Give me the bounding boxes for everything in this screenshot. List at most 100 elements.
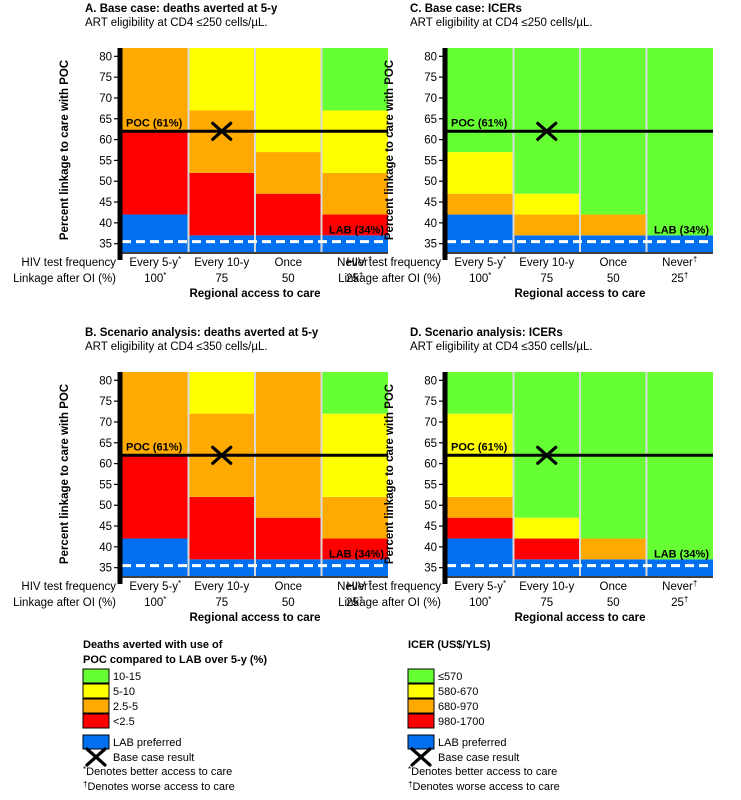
row-label-linkage: Linkage after OI (%) bbox=[13, 273, 116, 285]
heat-cell bbox=[513, 372, 580, 518]
lab-label: LAB (34%) bbox=[654, 549, 709, 561]
panel-title: C. Base case: ICERs bbox=[410, 3, 522, 15]
heat-cell bbox=[188, 496, 255, 560]
y-tick-label: 45 bbox=[424, 521, 437, 533]
legend-item-label: ≤570 bbox=[438, 671, 462, 683]
poc-label: POC (61%) bbox=[451, 441, 508, 453]
y-tick-label: 65 bbox=[99, 114, 112, 126]
y-tick-label: 75 bbox=[424, 72, 437, 84]
legend-icer: ICER (US$/YLS) ≤570 580-670 680-970 980-1700… bbox=[407, 639, 560, 793]
heat-cell bbox=[321, 48, 388, 111]
frequency-label: Never† bbox=[337, 579, 372, 593]
y-tick-label: 80 bbox=[99, 375, 112, 387]
y-tick-label: 80 bbox=[424, 375, 437, 387]
frequency-label: Never† bbox=[662, 579, 697, 593]
base-case-marker bbox=[536, 121, 558, 141]
heat-cell bbox=[646, 559, 713, 576]
y-tick-label: 55 bbox=[424, 155, 437, 167]
heat-cell bbox=[513, 235, 580, 252]
legend-item-label: 680-970 bbox=[438, 701, 478, 713]
heat-cell bbox=[513, 538, 580, 560]
heat-cell bbox=[188, 172, 255, 236]
heat-cell bbox=[447, 496, 514, 518]
panel-a: A. Base case: deaths averted at 5-y ART e… bbox=[13, 3, 388, 300]
panel-subtitle: ART eligibility at CD4 ≤350 cells/µL. bbox=[85, 341, 268, 353]
y-tick-label: 35 bbox=[99, 563, 112, 575]
worse-access-note: †Denotes worse access to care bbox=[83, 780, 235, 793]
heat-cell bbox=[122, 131, 189, 215]
frequency-label: Once bbox=[275, 581, 303, 593]
heat-cell bbox=[255, 517, 322, 560]
heat-cell bbox=[646, 48, 713, 236]
linkage-label: 50 bbox=[607, 273, 620, 285]
y-tick-label: 65 bbox=[424, 114, 437, 126]
frequency-label: Once bbox=[600, 581, 628, 593]
y-tick-label: 75 bbox=[99, 72, 112, 84]
y-tick-label: 80 bbox=[424, 51, 437, 63]
panel-d: D. Scenario analysis: ICERs ART eligibili… bbox=[338, 327, 713, 624]
panel-c: C. Base case: ICERs ART eligibility at CD… bbox=[338, 3, 713, 300]
panel-b: B. Scenario analysis: deaths averted at … bbox=[13, 327, 388, 624]
linkage-label: 75 bbox=[215, 273, 228, 285]
heat-cell bbox=[122, 48, 189, 132]
heat-cell bbox=[122, 538, 189, 576]
y-tick-label: 75 bbox=[424, 396, 437, 408]
heat-cell bbox=[513, 559, 580, 576]
linkage-label: 100* bbox=[144, 595, 166, 609]
linkage-label: 75 bbox=[540, 597, 553, 609]
y-tick-label: 35 bbox=[424, 239, 437, 251]
x-axis-label: Regional access to care bbox=[189, 288, 320, 300]
row-label-frequency: HIV test frequency bbox=[346, 581, 441, 593]
panel-subtitle: ART eligibility at CD4 ≤250 cells/µL. bbox=[85, 17, 268, 29]
panel-title: A. Base case: deaths averted at 5-y bbox=[85, 3, 278, 15]
legend-item-label: 980-1700 bbox=[438, 716, 485, 728]
heat-cell bbox=[122, 372, 189, 456]
frequency-label: Every 5-y* bbox=[129, 255, 181, 269]
heat-cell bbox=[447, 152, 514, 194]
heat-cell bbox=[321, 214, 388, 236]
heat-cell bbox=[646, 235, 713, 252]
heat-cell bbox=[580, 538, 647, 560]
legend-item-label: 10-15 bbox=[113, 671, 141, 683]
heat-cell bbox=[447, 193, 514, 215]
base-case-marker bbox=[211, 445, 233, 465]
heat-cell bbox=[188, 235, 255, 252]
y-tick-label: 35 bbox=[99, 239, 112, 251]
y-tick-label: 55 bbox=[99, 155, 112, 167]
legend-item-label: 2.5-5 bbox=[113, 701, 138, 713]
y-tick-label: 80 bbox=[99, 51, 112, 63]
y-tick-label: 55 bbox=[424, 479, 437, 491]
lab-label: LAB (34%) bbox=[329, 225, 384, 237]
heat-cell bbox=[447, 538, 514, 576]
heat-cell bbox=[188, 48, 255, 111]
row-label-frequency: HIV test frequency bbox=[21, 257, 116, 269]
y-axis-label: Percent linkage to care with POC bbox=[59, 60, 71, 240]
lab-preferred-label: LAB preferred bbox=[438, 737, 506, 749]
y-tick-label: 50 bbox=[424, 500, 437, 512]
heat-cell bbox=[321, 172, 388, 215]
panel-subtitle: ART eligibility at CD4 ≤350 cells/µL. bbox=[410, 341, 593, 353]
lab-preferred-label: LAB preferred bbox=[113, 737, 181, 749]
legend-swatch bbox=[407, 683, 435, 699]
heat-cell bbox=[188, 110, 255, 173]
y-tick-label: 40 bbox=[99, 218, 112, 230]
heat-cell bbox=[255, 193, 322, 236]
heat-cell bbox=[255, 235, 322, 252]
heat-cell bbox=[321, 110, 388, 173]
row-label-frequency: HIV test frequency bbox=[21, 581, 116, 593]
legend-swatch bbox=[407, 668, 435, 684]
heat-cell bbox=[447, 372, 514, 414]
heat-cell bbox=[188, 372, 255, 414]
y-tick-label: 40 bbox=[424, 542, 437, 554]
y-tick-label: 55 bbox=[99, 479, 112, 491]
base-case-legend-icon bbox=[410, 747, 432, 767]
y-tick-label: 70 bbox=[99, 93, 112, 105]
frequency-label: Every 10-y bbox=[194, 581, 249, 593]
heat-cell bbox=[122, 214, 189, 252]
heat-cell bbox=[646, 372, 713, 560]
legend-swatch bbox=[82, 713, 110, 729]
base-case-legend-label: Base case result bbox=[113, 752, 194, 764]
linkage-label: 75 bbox=[540, 273, 553, 285]
heat-cell bbox=[321, 496, 388, 539]
